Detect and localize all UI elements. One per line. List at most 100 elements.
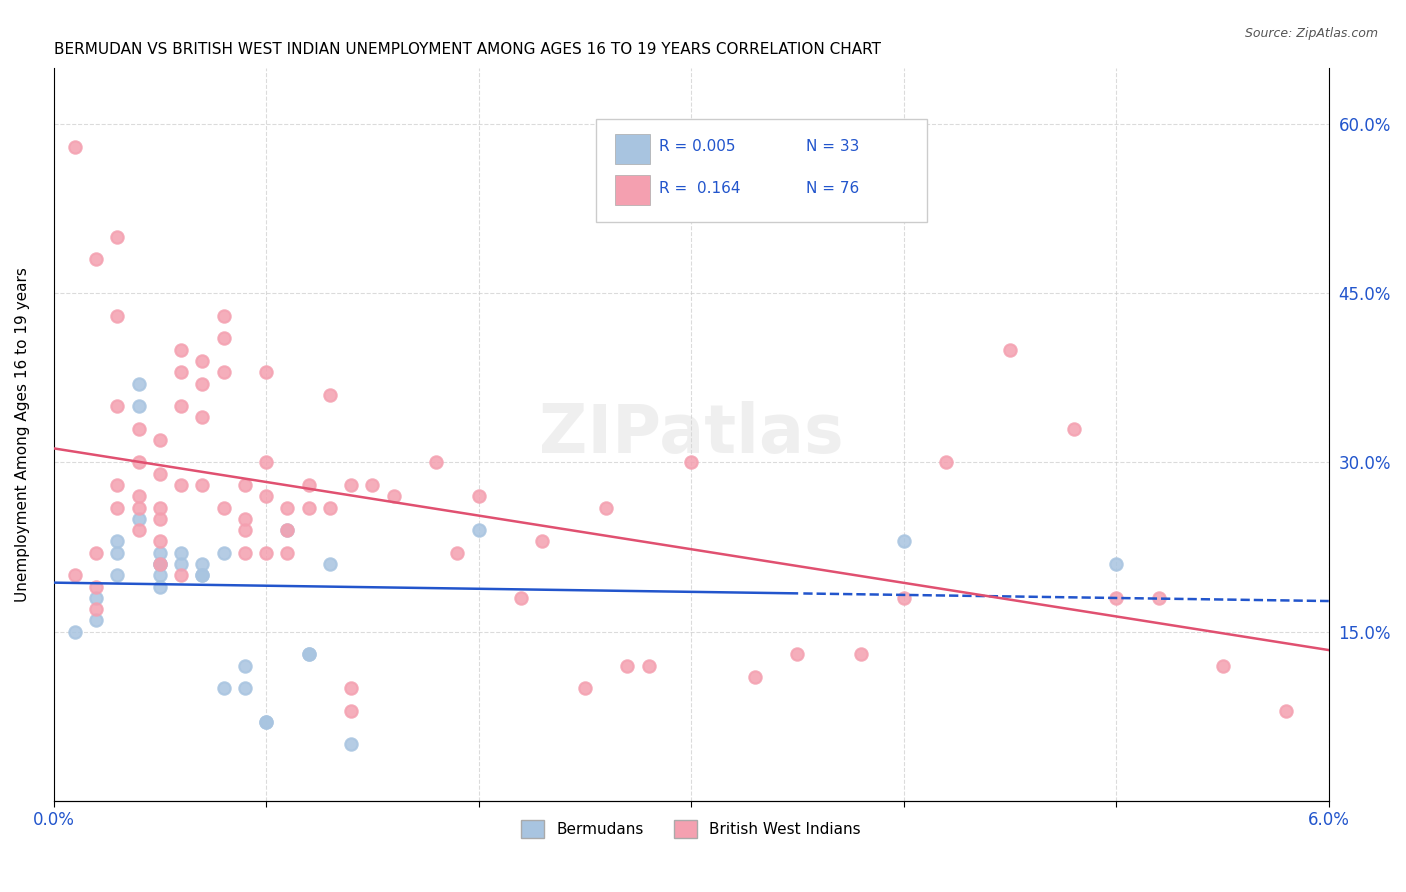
Point xyxy=(128,489,150,503)
Point xyxy=(446,546,468,560)
Text: N = 33: N = 33 xyxy=(806,139,859,154)
Point xyxy=(340,681,363,695)
Point xyxy=(128,399,150,413)
Point xyxy=(149,557,172,571)
Point xyxy=(212,500,235,515)
Point xyxy=(531,534,554,549)
Point xyxy=(893,534,915,549)
Point xyxy=(170,478,193,492)
Point xyxy=(105,534,128,549)
Point xyxy=(105,309,128,323)
FancyBboxPatch shape xyxy=(614,175,651,205)
Point xyxy=(254,455,277,469)
Point xyxy=(1063,422,1085,436)
Point xyxy=(170,557,193,571)
Point xyxy=(233,523,256,537)
Point xyxy=(212,365,235,379)
Point xyxy=(105,230,128,244)
Point xyxy=(149,546,172,560)
Point xyxy=(170,568,193,582)
Point xyxy=(233,478,256,492)
Point xyxy=(319,388,342,402)
Point xyxy=(1275,704,1298,718)
Point xyxy=(254,365,277,379)
Point xyxy=(637,658,659,673)
Point xyxy=(254,546,277,560)
Text: N = 76: N = 76 xyxy=(806,181,859,196)
Point xyxy=(128,376,150,391)
Point xyxy=(149,467,172,481)
Point xyxy=(298,500,321,515)
Point xyxy=(298,647,321,661)
Point xyxy=(212,309,235,323)
Point xyxy=(170,365,193,379)
Point xyxy=(233,512,256,526)
Point xyxy=(467,489,489,503)
Point xyxy=(276,523,298,537)
Point xyxy=(893,591,915,605)
Legend: Bermudans, British West Indians: Bermudans, British West Indians xyxy=(515,814,868,845)
Point xyxy=(191,478,214,492)
Point xyxy=(595,500,617,515)
Point xyxy=(170,399,193,413)
Point xyxy=(298,647,321,661)
FancyBboxPatch shape xyxy=(596,119,927,221)
Point xyxy=(319,557,342,571)
Point xyxy=(128,455,150,469)
Text: BERMUDAN VS BRITISH WEST INDIAN UNEMPLOYMENT AMONG AGES 16 TO 19 YEARS CORRELATI: BERMUDAN VS BRITISH WEST INDIAN UNEMPLOY… xyxy=(53,42,880,57)
Point xyxy=(84,252,107,267)
Point xyxy=(105,568,128,582)
Point xyxy=(1147,591,1170,605)
Point xyxy=(63,624,86,639)
Point xyxy=(149,500,172,515)
Point xyxy=(574,681,596,695)
Point xyxy=(1105,557,1128,571)
Point xyxy=(128,512,150,526)
Point xyxy=(212,681,235,695)
Point xyxy=(149,580,172,594)
Point xyxy=(744,670,766,684)
Point xyxy=(254,489,277,503)
Point xyxy=(84,602,107,616)
Point xyxy=(935,455,957,469)
Point xyxy=(340,478,363,492)
Point xyxy=(851,647,873,661)
Point xyxy=(425,455,447,469)
Point xyxy=(382,489,405,503)
Point xyxy=(128,422,150,436)
Point xyxy=(84,614,107,628)
Point xyxy=(128,523,150,537)
Point xyxy=(233,546,256,560)
Point xyxy=(105,399,128,413)
Point xyxy=(191,376,214,391)
Text: Source: ZipAtlas.com: Source: ZipAtlas.com xyxy=(1244,27,1378,40)
Point xyxy=(361,478,384,492)
Point xyxy=(170,546,193,560)
Point xyxy=(212,331,235,345)
Point xyxy=(340,738,363,752)
Point xyxy=(105,478,128,492)
Point xyxy=(276,546,298,560)
Point xyxy=(149,557,172,571)
Point xyxy=(84,546,107,560)
Point xyxy=(298,478,321,492)
Point xyxy=(212,546,235,560)
Point xyxy=(276,523,298,537)
Point xyxy=(510,591,533,605)
Point xyxy=(276,500,298,515)
Point xyxy=(149,568,172,582)
Point xyxy=(254,714,277,729)
Y-axis label: Unemployment Among Ages 16 to 19 years: Unemployment Among Ages 16 to 19 years xyxy=(15,267,30,602)
Text: R = 0.005: R = 0.005 xyxy=(659,139,735,154)
Point xyxy=(105,546,128,560)
Point xyxy=(84,591,107,605)
Point xyxy=(105,500,128,515)
Point xyxy=(191,410,214,425)
Point xyxy=(233,681,256,695)
Point xyxy=(254,714,277,729)
Point xyxy=(191,354,214,368)
Point xyxy=(616,658,638,673)
Point xyxy=(467,523,489,537)
Point xyxy=(170,343,193,357)
Point xyxy=(786,647,808,661)
